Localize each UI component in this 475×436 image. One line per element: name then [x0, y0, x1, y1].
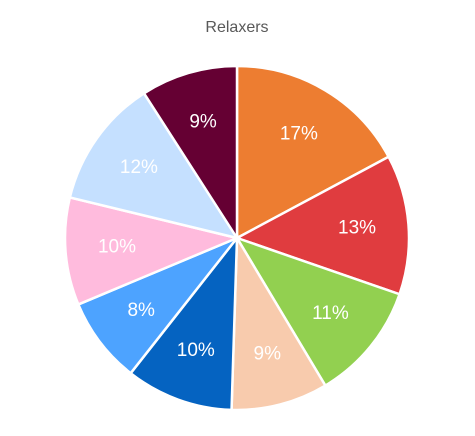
pie-slice [230, 233, 328, 412]
pie-slice [233, 155, 411, 296]
pie-slice [142, 64, 239, 243]
value-label: 10% [98, 237, 136, 258]
chart-title: Relaxers [205, 19, 268, 36]
value-label: 8% [127, 300, 155, 321]
pie-slice [235, 64, 391, 241]
pie-slice [68, 91, 240, 240]
value-label: 17% [280, 124, 318, 145]
value-label: 9% [254, 344, 282, 365]
pie-slice [128, 234, 239, 412]
value-label: 11% [312, 303, 349, 324]
value-label: 12% [120, 157, 158, 178]
value-label: 9% [189, 111, 217, 132]
value-label: 10% [177, 340, 215, 361]
pie-slice [63, 195, 241, 307]
value-label: 13% [338, 217, 376, 238]
pie-slice [234, 235, 402, 388]
